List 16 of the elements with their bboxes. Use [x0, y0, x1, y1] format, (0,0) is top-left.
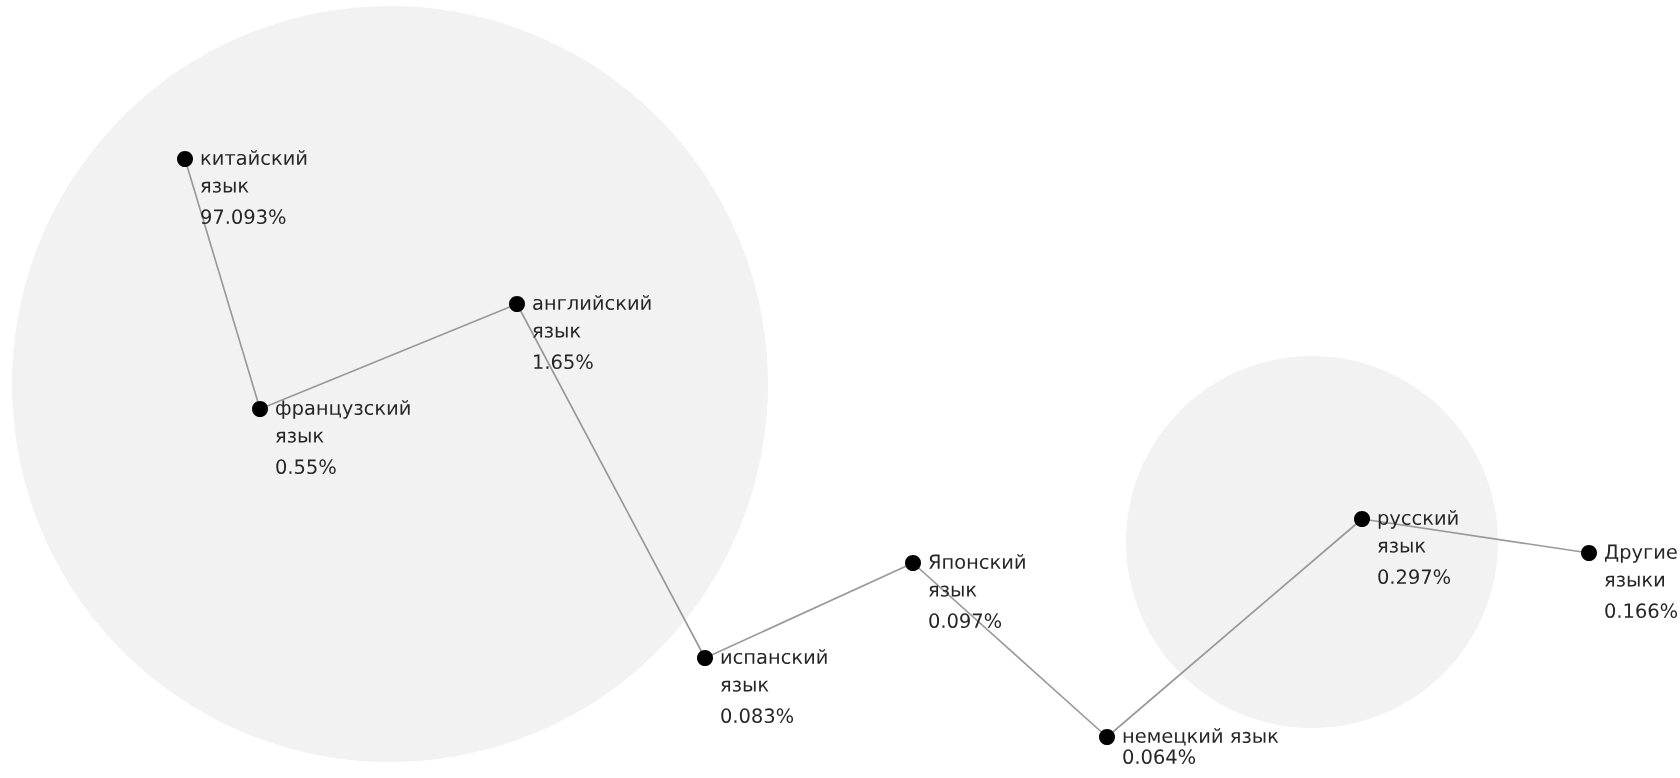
category-label: испанский язык	[721, 649, 827, 692]
data-label: 0.064%	[1123, 749, 1196, 765]
data-label: 97.093%	[201, 209, 286, 225]
category-label: Другие языки	[1604, 544, 1677, 587]
category-label: французский язык	[276, 400, 410, 443]
category-label: английский язык	[533, 295, 651, 338]
data-label: 0.166%	[1605, 603, 1678, 619]
data-label: 0.55%	[276, 459, 336, 475]
category-label: немецкий язык	[1123, 728, 1279, 746]
data-label: 1.65%	[534, 354, 593, 370]
data-label: 0.097%	[929, 613, 1002, 629]
category-label: китайский язык	[201, 150, 307, 193]
data-label: 0.083%	[721, 708, 794, 724]
data-label: 0.297%	[1378, 569, 1451, 585]
category-label: Японский язык	[929, 554, 1025, 597]
category-label: русский язык	[1378, 510, 1458, 553]
